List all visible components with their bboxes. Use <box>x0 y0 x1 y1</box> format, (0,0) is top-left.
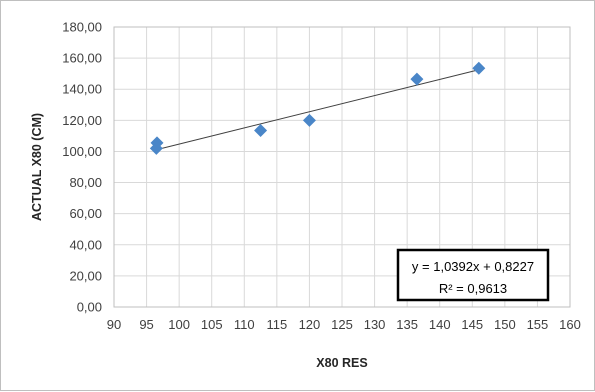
x-tick-label: 140 <box>429 317 451 332</box>
data-point <box>472 61 486 75</box>
y-tick-label: 20,00 <box>69 268 102 283</box>
data-point <box>302 113 316 127</box>
y-tick-label: 140,00 <box>62 82 102 97</box>
x-tick-label: 150 <box>494 317 516 332</box>
y-tick-label: 160,00 <box>62 51 102 66</box>
x-tick-label: 120 <box>299 317 321 332</box>
data-point <box>254 123 268 137</box>
x-tick-label: 155 <box>527 317 549 332</box>
data-point <box>150 136 164 150</box>
x-tick-label: 145 <box>461 317 483 332</box>
plot-area-border <box>113 26 571 308</box>
y-tick-label: 180,00 <box>62 20 102 35</box>
x-tick-label: 95 <box>139 317 153 332</box>
trendline-equation: y = 1,0392x + 0,8227 <box>412 259 534 274</box>
x-axis-title: X80 RES <box>316 356 367 370</box>
y-tick-label: 100,00 <box>62 144 102 159</box>
y-tick-label: 60,00 <box>69 206 102 221</box>
y-tick-label: 120,00 <box>62 113 102 128</box>
trendline <box>156 69 479 151</box>
x-tick-label: 115 <box>266 317 287 332</box>
x-tick-label: 90 <box>107 317 121 332</box>
y-tick-label: 80,00 <box>69 175 102 190</box>
x-tick-label: 125 <box>331 317 353 332</box>
x-tick-label: 160 <box>559 317 581 332</box>
x-axis-ticks: 90 95 100 105 110 115 120 125 130 135 140 145 150 155… <box>107 317 581 332</box>
trendline-layer <box>156 69 479 151</box>
x-tick-label: 110 <box>234 317 255 332</box>
x-tick-label: 135 <box>396 317 418 332</box>
y-axis-title: ACTUAL X80 (CM) <box>30 113 44 221</box>
y-tick-label: 0,00 <box>77 300 102 315</box>
data-point <box>410 72 424 86</box>
x-tick-label: 130 <box>364 317 386 332</box>
y-tick-label: 40,00 <box>69 237 102 252</box>
r-squared-label: R² = 0,9613 <box>439 281 507 296</box>
y-axis-ticks: 0,00 20,00 40,00 60,00 80,00 100,00 120,00 140,… <box>62 20 102 315</box>
equation-box-frame <box>396 248 550 302</box>
x-tick-label: 100 <box>168 317 190 332</box>
trendline-equation-box: y = 1,0392x + 0,8227 R² = 0,9613 <box>396 248 550 302</box>
x-tick-label: 105 <box>201 317 223 332</box>
data-points-layer <box>149 61 486 155</box>
